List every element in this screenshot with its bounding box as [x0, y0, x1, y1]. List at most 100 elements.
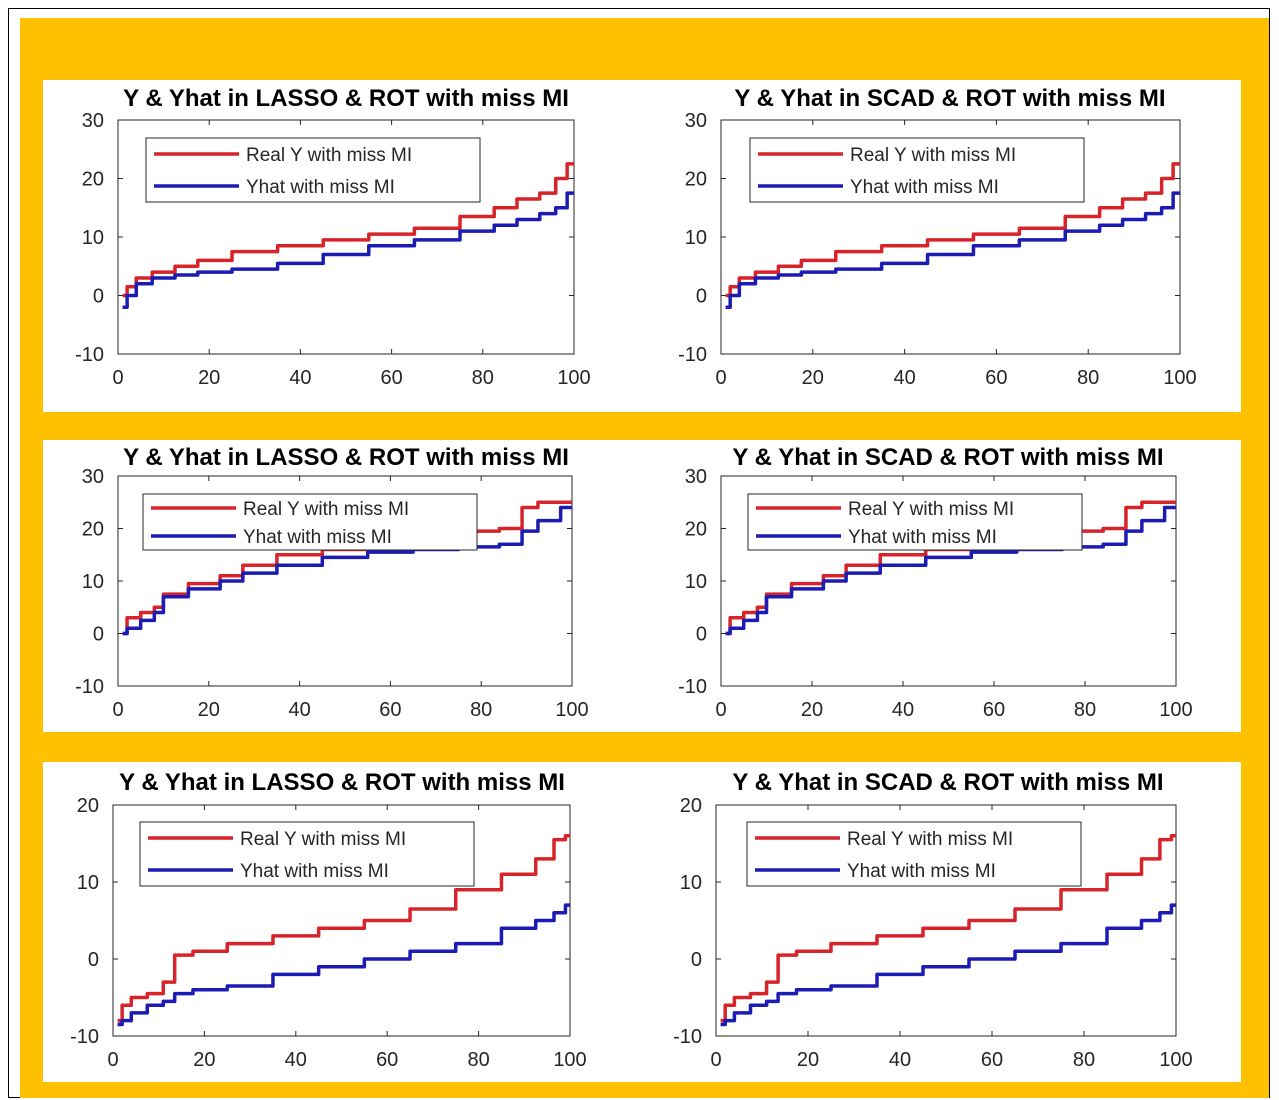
x-tick-label: 40 [889, 1049, 911, 1071]
x-tick-label: 0 [715, 367, 726, 389]
real-y-series-line [725, 500, 1176, 636]
y-tick-label: -10 [75, 344, 104, 366]
y-tick-label: -10 [673, 1026, 702, 1048]
legend-yhat-label: Yhat with miss MI [847, 861, 996, 882]
real-y-series-line [720, 834, 1176, 1023]
real-y-series-line [122, 162, 574, 298]
y-tick-label: 20 [82, 519, 104, 541]
x-tick-label: 60 [376, 1049, 398, 1071]
x-tick-label: 100 [553, 1049, 586, 1071]
x-tick-label: 100 [557, 367, 590, 389]
x-tick-label: 40 [288, 699, 310, 721]
x-tick-label: 20 [797, 1049, 819, 1071]
y-tick-label: 30 [685, 466, 707, 488]
y-tick-label: 30 [685, 110, 707, 132]
y-tick-label: 10 [77, 872, 99, 894]
y-tick-label: 0 [88, 949, 99, 971]
legend-yhat-label: Yhat with miss MI [243, 527, 392, 548]
x-tick-label: 60 [985, 367, 1007, 389]
legend-box [139, 821, 475, 887]
y-tick-label: 30 [82, 110, 104, 132]
x-tick-label: 20 [198, 699, 220, 721]
x-tick-label: 80 [1074, 699, 1096, 721]
chart-title: Y & Yhat in LASSO & ROT with miss MI [123, 444, 569, 471]
y-tick-label: 0 [691, 949, 702, 971]
y-tick-label: -10 [75, 676, 104, 698]
legend-box [747, 493, 1083, 551]
legend-real-label: Real Y with miss MI [850, 145, 1016, 166]
legend-yhat-label: Yhat with miss MI [848, 527, 997, 548]
x-tick-label: 80 [1073, 1049, 1095, 1071]
y-tick-label: 0 [93, 624, 104, 646]
yhat-series-line [720, 903, 1176, 1027]
y-tick-label: -10 [70, 1026, 99, 1048]
y-tick-label: 0 [696, 286, 707, 308]
real-y-series-line [725, 162, 1180, 298]
x-tick-label: 40 [289, 367, 311, 389]
yhat-series-line [122, 505, 572, 636]
chart-title: Y & Yhat in LASSO & ROT with miss MI [123, 85, 569, 112]
x-tick-label: 60 [379, 699, 401, 721]
legend-real-label: Real Y with miss MI [240, 829, 406, 850]
x-tick-label: 60 [981, 1049, 1003, 1071]
x-tick-label: 20 [801, 699, 823, 721]
x-tick-label: 20 [198, 367, 220, 389]
y-tick-label: 0 [93, 286, 104, 308]
x-tick-label: 20 [193, 1049, 215, 1071]
x-tick-label: 100 [1163, 367, 1196, 389]
legend-real-label: Real Y with miss MI [848, 499, 1014, 520]
yhat-series-line [725, 505, 1176, 636]
x-tick-label: 20 [802, 367, 824, 389]
x-tick-label: 60 [380, 367, 402, 389]
chart-title: Y & Yhat in SCAD & ROT with miss MI [732, 444, 1163, 471]
y-tick-label: 10 [82, 571, 104, 593]
real-y-series-line [122, 500, 572, 636]
legend-real-label: Real Y with miss MI [243, 499, 409, 520]
chart-title: Y & Yhat in SCAD & ROT with miss MI [732, 769, 1163, 796]
yhat-series-line [725, 191, 1180, 309]
y-tick-label: 20 [685, 169, 707, 191]
x-tick-label: 0 [715, 699, 726, 721]
x-tick-label: 100 [1159, 699, 1192, 721]
x-tick-label: 0 [112, 367, 123, 389]
y-tick-label: 20 [77, 795, 99, 817]
y-tick-label: 20 [680, 795, 702, 817]
x-tick-label: 60 [983, 699, 1005, 721]
y-tick-label: 10 [685, 227, 707, 249]
legend-real-label: Real Y with miss MI [246, 145, 412, 166]
y-tick-label: 20 [685, 519, 707, 541]
x-tick-label: 0 [112, 699, 123, 721]
x-tick-label: 100 [555, 699, 588, 721]
chart-title: Y & Yhat in LASSO & ROT with miss MI [119, 769, 565, 796]
y-tick-label: -10 [678, 676, 707, 698]
x-tick-label: 80 [472, 367, 494, 389]
yhat-series-line [122, 191, 574, 309]
legend-box [145, 137, 481, 203]
y-tick-label: 10 [82, 227, 104, 249]
x-tick-label: 40 [892, 699, 914, 721]
chart-title: Y & Yhat in SCAD & ROT with miss MI [734, 85, 1165, 112]
legend-box [746, 821, 1082, 887]
x-tick-label: 80 [467, 1049, 489, 1071]
y-tick-label: -10 [678, 344, 707, 366]
legend-yhat-label: Yhat with miss MI [240, 861, 389, 882]
y-tick-label: 20 [82, 169, 104, 191]
x-tick-label: 0 [107, 1049, 118, 1071]
x-tick-label: 80 [470, 699, 492, 721]
x-tick-label: 40 [285, 1049, 307, 1071]
x-tick-label: 80 [1077, 367, 1099, 389]
x-tick-label: 40 [893, 367, 915, 389]
y-tick-label: 10 [685, 571, 707, 593]
x-tick-label: 0 [710, 1049, 721, 1071]
legend-yhat-label: Yhat with miss MI [246, 177, 395, 198]
y-tick-label: 10 [680, 872, 702, 894]
y-tick-label: 30 [82, 466, 104, 488]
legend-box [749, 137, 1085, 203]
y-tick-label: 0 [696, 624, 707, 646]
legend-box [142, 493, 478, 551]
legend-real-label: Real Y with miss MI [847, 829, 1013, 850]
real-y-series-line [117, 834, 570, 1023]
yhat-series-line [117, 903, 570, 1027]
legend-yhat-label: Yhat with miss MI [850, 177, 999, 198]
